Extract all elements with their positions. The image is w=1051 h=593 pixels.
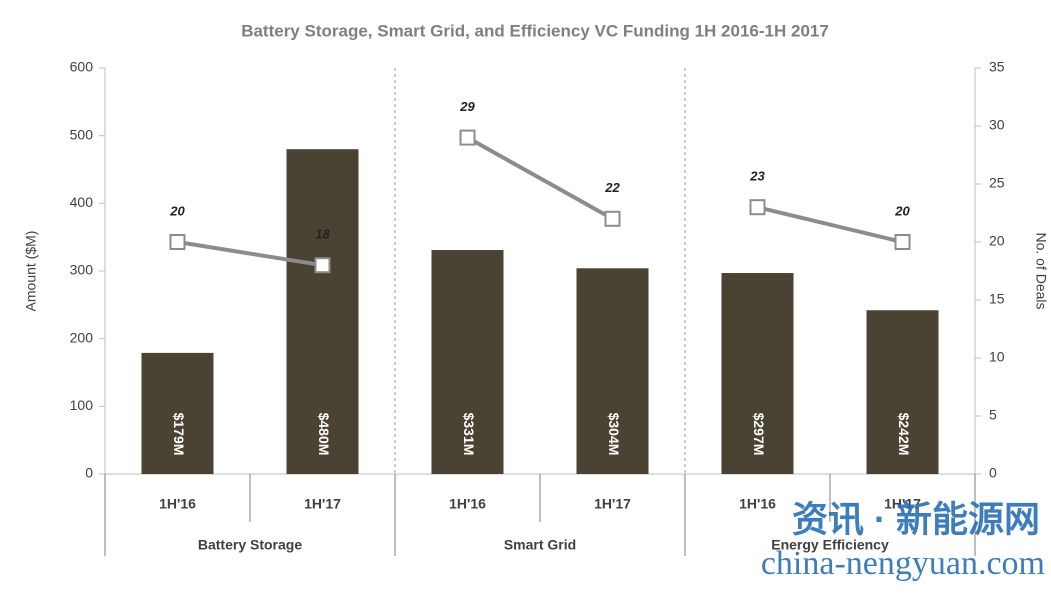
y2-tick-label: 10 [989, 349, 1005, 365]
watermark: china-nengyuan.com [761, 545, 1045, 582]
x-tick-label: 1H'17 [594, 496, 631, 512]
x-tick-label: 1H'17 [304, 496, 341, 512]
deal-marker [459, 129, 476, 146]
y-axis-label: Amount ($M) [23, 231, 39, 312]
y2-tick-label: 35 [989, 59, 1005, 75]
deal-value-label: 22 [604, 180, 620, 195]
deal-marker [749, 199, 766, 216]
deal-marker [169, 234, 186, 250]
deal-line [466, 135, 614, 221]
y-tick-label: 500 [70, 126, 94, 142]
y-tick-label: 600 [70, 59, 94, 75]
y-tick-label: 300 [70, 262, 94, 278]
chart-title: Battery Storage, Smart Grid, and Efficie… [241, 21, 829, 40]
y2-tick-label: 15 [989, 291, 1005, 307]
x-tick-label: 1H'16 [449, 496, 486, 512]
bar-value-label: $297M [751, 413, 767, 456]
watermark: 资讯 · 新能源网 [792, 499, 1040, 540]
y2-tick-label: 0 [989, 465, 997, 481]
y2-tick-label: 25 [989, 175, 1005, 191]
bar-value-label: $480M [316, 413, 332, 456]
bar [576, 268, 649, 474]
deal-marker [894, 234, 911, 250]
x-tick-label: 1H'17 [884, 496, 921, 512]
bar [286, 149, 359, 474]
deal-value-label: 23 [749, 169, 765, 184]
bar-value-label: $242M [896, 413, 912, 456]
y-tick-label: 100 [70, 397, 94, 413]
y2-tick-label: 20 [989, 233, 1005, 249]
deal-marker [314, 257, 331, 274]
bar [721, 273, 794, 474]
bar [431, 250, 504, 474]
deal-value-label: 18 [315, 227, 330, 242]
y2-tick-label: 30 [989, 117, 1005, 133]
bar-value-label: $304M [606, 413, 622, 456]
x-tick-label: 1H'16 [159, 496, 196, 512]
deal-line [757, 205, 903, 244]
y-tick-label: 0 [85, 465, 93, 481]
group-label: Energy Efficiency [771, 537, 889, 553]
deal-value-label: 20 [894, 203, 910, 218]
bar [866, 310, 939, 474]
y-tick-label: 400 [70, 194, 94, 210]
bar-value-label: $331M [461, 413, 477, 456]
y-tick-label: 200 [70, 329, 94, 345]
group-label: Smart Grid [504, 537, 576, 553]
bar [141, 352, 214, 474]
deal-marker [604, 210, 621, 227]
group-label: Battery Storage [198, 537, 302, 553]
y2-tick-label: 5 [989, 407, 997, 423]
y2-axis-label: No. of Deals [1033, 232, 1049, 309]
bar-value-label: $179M [171, 413, 187, 456]
deal-value-label: 29 [459, 99, 475, 114]
x-tick-label: 1H'16 [739, 496, 776, 512]
deal-value-label: 20 [169, 203, 185, 218]
deal-line [177, 240, 323, 268]
